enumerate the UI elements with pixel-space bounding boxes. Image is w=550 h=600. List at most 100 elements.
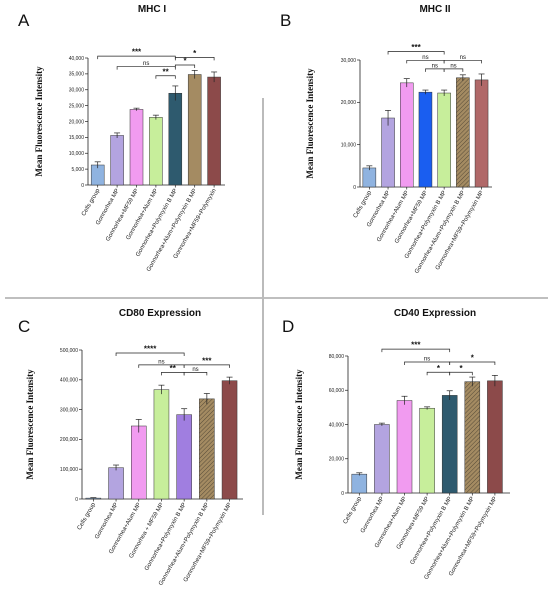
x-tick-label: Gonnorhea+MF59+Polymyxin bbox=[173, 188, 218, 260]
significance-label: * bbox=[459, 364, 463, 373]
bar bbox=[381, 117, 395, 188]
bar bbox=[474, 79, 489, 188]
significance-label: ns bbox=[143, 61, 149, 67]
y-tick-label: 100,000 bbox=[60, 467, 78, 473]
significance-bracket bbox=[183, 372, 208, 376]
significance-bracket bbox=[443, 68, 464, 72]
y-axis-label: Mean Fluorescence Intensity bbox=[25, 369, 35, 480]
y-tick-label: 300,000 bbox=[60, 407, 78, 413]
bar bbox=[207, 76, 221, 186]
bar bbox=[441, 395, 458, 494]
y-tick-label: 20,000 bbox=[329, 457, 345, 463]
y-tick-label: 5,000 bbox=[71, 167, 84, 173]
significance-bracket bbox=[116, 66, 176, 70]
chart-panel-cd40: CD40 Expression Mean Fluorescence Intensi… bbox=[294, 308, 510, 581]
bar-hatch-overlay bbox=[199, 398, 215, 499]
significance-label: * bbox=[183, 56, 187, 65]
y-tick-label: 35,000 bbox=[69, 72, 85, 78]
significance-label: ns bbox=[192, 367, 198, 373]
significance-bracket bbox=[381, 348, 451, 353]
y-tick-label: 200,000 bbox=[60, 437, 78, 443]
y-tick-label: 80,000 bbox=[329, 354, 345, 360]
x-tick-label: Gonnorhea MP bbox=[360, 496, 386, 534]
bar-hatch-overlay bbox=[464, 381, 480, 493]
bar bbox=[129, 109, 144, 186]
significance-label: ** bbox=[170, 364, 177, 373]
significance-label: *** bbox=[411, 43, 421, 52]
y-tick-label: 10,000 bbox=[69, 151, 85, 157]
y-tick-label: 10,000 bbox=[341, 142, 357, 148]
x-tick-label: Gonnorhea+MF59+Polymyxin MP bbox=[448, 496, 498, 577]
bar bbox=[110, 135, 124, 186]
chart-title: CD80 Expression bbox=[119, 308, 201, 319]
significance-label: ** bbox=[162, 67, 169, 76]
panel-letter-d: D bbox=[282, 317, 294, 336]
significance-label: ns bbox=[460, 55, 466, 61]
bar bbox=[149, 117, 163, 186]
y-tick-label: 30,000 bbox=[341, 58, 357, 64]
x-tick-label: Gonnorhea MP bbox=[94, 502, 120, 540]
x-tick-label: Cells group bbox=[353, 189, 374, 219]
x-tick-label: Cells group bbox=[343, 495, 364, 525]
significance-bracket bbox=[174, 64, 196, 68]
y-axis-label: Mean Fluorescence Intensity bbox=[294, 369, 304, 480]
significance-label: ns bbox=[432, 63, 438, 69]
significance-bracket bbox=[443, 60, 482, 64]
significance-bracket bbox=[449, 361, 496, 365]
x-tick-label: Gonnorhea+MF59+Polymyxin MP bbox=[183, 502, 233, 583]
bar-hatch-overlay bbox=[456, 77, 470, 187]
y-tick-label: 20,000 bbox=[341, 100, 357, 106]
bar bbox=[108, 467, 124, 500]
bar bbox=[418, 91, 433, 188]
significance-label: ns bbox=[424, 356, 430, 362]
y-tick-label: 500,000 bbox=[60, 348, 78, 354]
x-tick-label: Cells group bbox=[81, 187, 102, 217]
significance-label: ns bbox=[422, 55, 428, 61]
bar bbox=[437, 92, 451, 188]
bar bbox=[221, 380, 238, 500]
y-tick-label: 0 bbox=[75, 497, 78, 503]
y-axis-label: Mean Fluorescence Intensity bbox=[34, 66, 44, 177]
significance-bracket bbox=[449, 371, 473, 376]
x-tick-label: Cells group bbox=[77, 501, 98, 531]
y-tick-label: 0 bbox=[353, 185, 356, 191]
bar bbox=[487, 380, 503, 494]
chart-panel-cd80: CD80 Expression Mean Fluorescence Intensi… bbox=[25, 308, 243, 587]
y-tick-label: 400,000 bbox=[60, 378, 78, 384]
chart-panel-mhc-i: MHC I Mean Fluorescence Intensity 0 5,000 10… bbox=[34, 4, 225, 273]
significance-label: * bbox=[193, 49, 197, 58]
bar bbox=[351, 473, 368, 494]
y-tick-label: 60,000 bbox=[329, 388, 345, 394]
panel-letter-b: B bbox=[280, 11, 291, 30]
bar bbox=[187, 74, 202, 186]
bar bbox=[176, 414, 192, 500]
y-tick-label: 25,000 bbox=[69, 103, 85, 109]
chart-title: MHC I bbox=[138, 4, 167, 15]
significance-bracket bbox=[174, 57, 215, 61]
significance-label: *** bbox=[202, 356, 212, 365]
significance-label: ns bbox=[450, 63, 456, 69]
y-tick-label: 20,000 bbox=[69, 119, 85, 125]
bar bbox=[168, 92, 183, 186]
y-tick-label: 40,000 bbox=[329, 422, 345, 428]
bar bbox=[374, 424, 390, 494]
significance-label: ns bbox=[158, 359, 164, 365]
significance-bracket bbox=[155, 75, 176, 79]
panel-letter-a: A bbox=[18, 11, 30, 30]
chart-title: MHC II bbox=[419, 4, 450, 15]
significance-label: *** bbox=[411, 341, 421, 350]
bar bbox=[419, 407, 435, 494]
significance-label: *** bbox=[132, 48, 142, 57]
significance-label: **** bbox=[144, 344, 157, 353]
significance-bracket bbox=[387, 51, 445, 55]
chart-title: CD40 Expression bbox=[394, 308, 476, 319]
y-tick-label: 40,000 bbox=[69, 56, 85, 62]
bar bbox=[131, 425, 147, 500]
x-tick-label: Gonnorhea+Polymyxin B MP bbox=[144, 502, 188, 572]
y-tick-label: 0 bbox=[341, 491, 344, 497]
y-tick-label: 30,000 bbox=[69, 88, 85, 94]
y-tick-label: 15,000 bbox=[69, 135, 85, 141]
significance-label: * bbox=[437, 364, 441, 373]
bar bbox=[396, 400, 413, 494]
